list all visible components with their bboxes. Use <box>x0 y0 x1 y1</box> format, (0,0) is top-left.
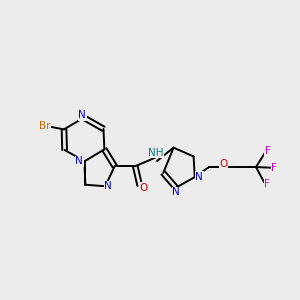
Text: N: N <box>195 172 203 182</box>
Text: N: N <box>104 181 112 191</box>
Text: O: O <box>139 183 147 193</box>
Text: F: F <box>265 146 271 157</box>
Text: Br: Br <box>39 121 51 130</box>
Text: N: N <box>78 110 86 120</box>
Text: N: N <box>172 187 180 197</box>
Text: F: F <box>264 179 270 189</box>
Text: O: O <box>220 158 228 169</box>
Text: F: F <box>271 163 277 173</box>
Text: N: N <box>76 156 83 166</box>
Text: NH: NH <box>148 148 163 158</box>
